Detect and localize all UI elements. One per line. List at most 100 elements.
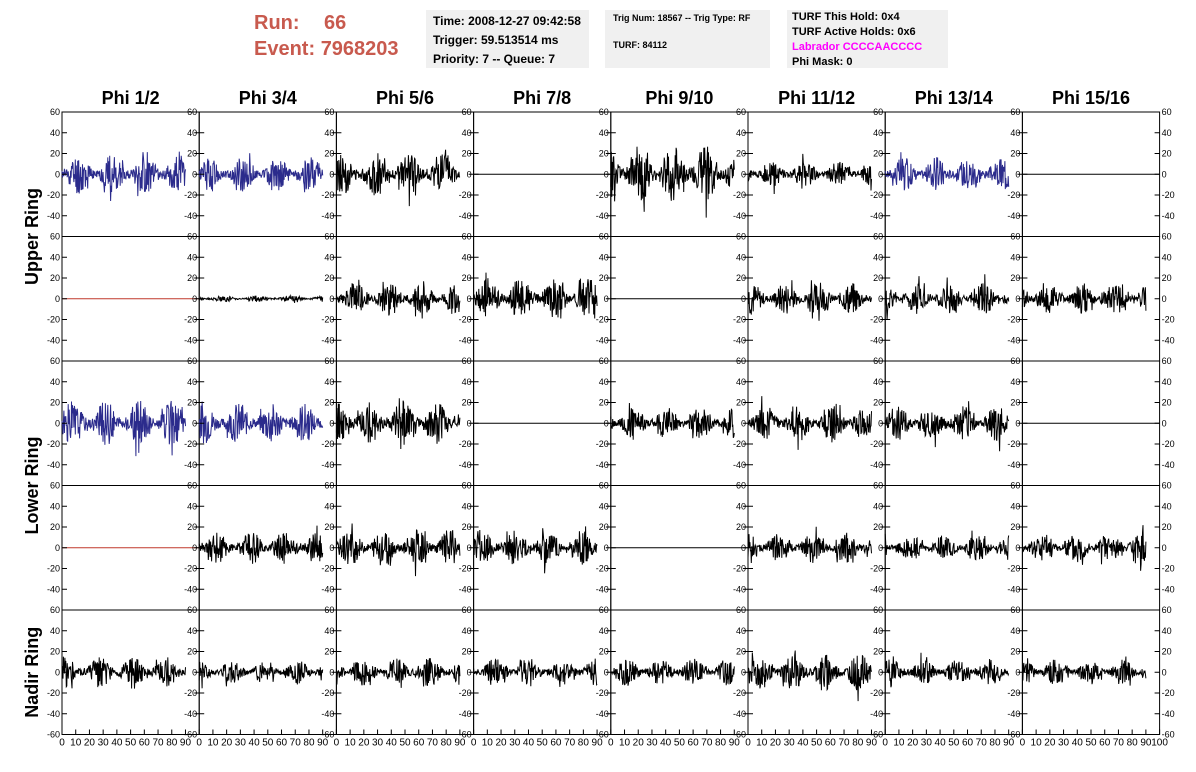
x-tick-label: 20 xyxy=(907,738,919,749)
y-tick-label: 40 xyxy=(462,377,472,387)
y-tick-label: 40 xyxy=(873,252,883,262)
y-tick-label: 0 xyxy=(467,667,472,677)
y-tick-label: 20 xyxy=(50,398,60,408)
x-tick-label: 40 xyxy=(386,738,398,749)
y-tick-label: 0 xyxy=(192,169,197,179)
y-tick-label: 60 xyxy=(873,107,883,117)
y-tick-label: 60 xyxy=(324,107,334,117)
y-tick-label: -20 xyxy=(596,315,609,325)
y-tick-label: -60 xyxy=(459,730,472,740)
x-tick-label: 90 xyxy=(180,738,192,749)
y-tick-label: 40 xyxy=(1010,501,1020,511)
y-tick-label: 20 xyxy=(599,398,609,408)
x-tick-label: 60 xyxy=(1099,738,1111,749)
x-tick-label: 0 xyxy=(471,738,477,749)
y-tick-label: -20 xyxy=(459,439,472,449)
y-tick-label: 40 xyxy=(736,377,746,387)
y-tick-label: -40 xyxy=(1007,584,1020,594)
y-tick-label: 20 xyxy=(736,398,746,408)
x-tick-label: 60 xyxy=(688,738,700,749)
x-tick-label: 90 xyxy=(592,738,604,749)
x-tick-label: 50 xyxy=(125,738,137,749)
y-tick-label-right: 0 xyxy=(1162,667,1167,677)
y-tick-label: 0 xyxy=(604,294,609,304)
y-tick-label-right: -20 xyxy=(1162,688,1175,698)
waveform-trace xyxy=(335,279,461,319)
labrador-text: Labrador CCCCAACCCC xyxy=(792,41,923,53)
x-tick-label: 70 xyxy=(1113,738,1125,749)
y-tick-label: 20 xyxy=(599,647,609,657)
waveform-trace xyxy=(747,153,872,195)
y-tick-label: 20 xyxy=(50,522,60,532)
y-tick-label: 60 xyxy=(736,605,746,615)
y-tick-label: -20 xyxy=(184,564,197,574)
column-title: Phi 7/8 xyxy=(513,88,571,108)
x-tick-label: 80 xyxy=(578,738,590,749)
y-tick-label: 60 xyxy=(462,481,472,491)
waveform-trace xyxy=(335,149,461,207)
x-tick-label: 80 xyxy=(166,738,178,749)
x-tick-label: 50 xyxy=(1085,738,1097,749)
x-tick-label: 30 xyxy=(98,738,110,749)
y-tick-label: -60 xyxy=(184,730,197,740)
y-tick-label: 40 xyxy=(599,252,609,262)
waveform-trace xyxy=(885,401,1010,452)
y-tick-label: -40 xyxy=(321,460,334,470)
y-tick-label: 40 xyxy=(50,377,60,387)
y-tick-label: 40 xyxy=(599,377,609,387)
y-tick-label: 0 xyxy=(1015,667,1020,677)
y-tick-label: 20 xyxy=(462,273,472,283)
y-tick-label: -20 xyxy=(596,439,609,449)
y-tick-label: -40 xyxy=(459,584,472,594)
turf-hold-box: TURF This Hold: 0x4 TURF Active Holds: 0… xyxy=(787,10,948,68)
waveform-trace xyxy=(747,396,872,450)
y-tick-label: -40 xyxy=(184,584,197,594)
y-tick-label: 60 xyxy=(462,107,472,117)
y-tick-label-right: -40 xyxy=(1162,211,1175,221)
x-tick-label: 70 xyxy=(701,738,713,749)
y-tick-label: -20 xyxy=(733,564,746,574)
y-tick-label-right: 60 xyxy=(1162,356,1172,366)
y-tick-label: 0 xyxy=(329,418,334,428)
y-tick-label-right: -40 xyxy=(1162,709,1175,719)
x-tick-label: 10 xyxy=(1031,738,1043,749)
x-tick-label: 10 xyxy=(619,738,631,749)
x-tick-label: 60 xyxy=(550,738,562,749)
column-title: Phi 13/14 xyxy=(915,88,993,108)
x-tick-label: 0 xyxy=(196,738,202,749)
y-tick-label: 60 xyxy=(462,356,472,366)
y-tick-label: 20 xyxy=(873,273,883,283)
y-tick-label-right: 20 xyxy=(1162,522,1172,532)
y-tick-label: 60 xyxy=(50,605,60,615)
waveform-trace xyxy=(747,280,872,321)
y-tick-label: 40 xyxy=(736,501,746,511)
y-tick-label: 60 xyxy=(599,481,609,491)
y-tick-label: 0 xyxy=(192,667,197,677)
y-tick-label: -60 xyxy=(596,730,609,740)
y-tick-label: 20 xyxy=(324,398,334,408)
y-tick-label: 0 xyxy=(878,169,883,179)
y-tick-label-right: 0 xyxy=(1162,294,1167,304)
y-tick-label: -40 xyxy=(47,460,60,470)
x-tick-label: 70 xyxy=(290,738,302,749)
y-tick-label: 40 xyxy=(187,626,197,636)
y-tick-label: -60 xyxy=(733,730,746,740)
x-tick-label: 40 xyxy=(1072,738,1084,749)
y-tick-label: 0 xyxy=(467,294,472,304)
y-tick-label: -20 xyxy=(596,190,609,200)
y-tick-label: -60 xyxy=(1007,730,1020,740)
y-tick-label-right: -40 xyxy=(1162,460,1175,470)
x-tick-label: 40 xyxy=(111,738,123,749)
y-tick-label: -40 xyxy=(459,460,472,470)
y-tick-label: 20 xyxy=(187,273,197,283)
y-tick-label-right: 60 xyxy=(1162,481,1172,491)
y-tick-label: 0 xyxy=(1015,543,1020,553)
ring-label: Upper Ring xyxy=(22,188,42,285)
y-tick-label: 0 xyxy=(329,294,334,304)
y-tick-label-right: 20 xyxy=(1162,273,1172,283)
x-tick-label: 20 xyxy=(770,738,782,749)
y-tick-label: 20 xyxy=(1010,273,1020,283)
waveform-trace xyxy=(1021,525,1147,571)
y-tick-label-right: -20 xyxy=(1162,315,1175,325)
y-tick-label: 40 xyxy=(736,626,746,636)
